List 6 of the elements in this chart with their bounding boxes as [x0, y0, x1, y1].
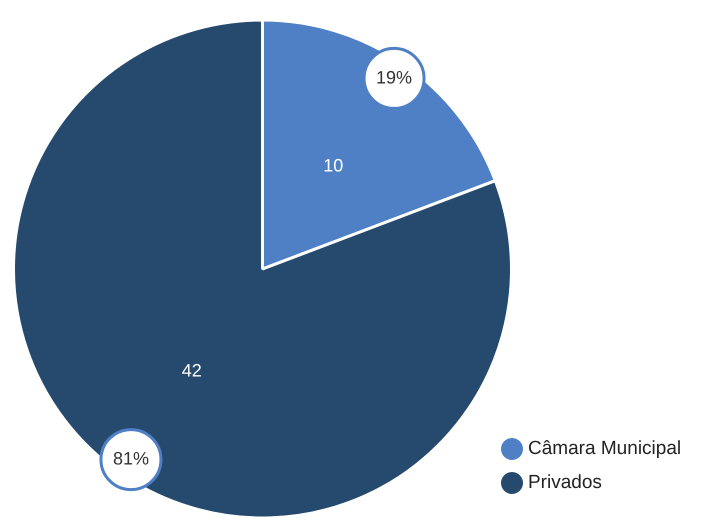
legend-label: Privados [528, 472, 602, 494]
legend-label: Câmara Municipal [528, 438, 682, 460]
data-label: 10 [323, 156, 344, 176]
data-label: 42 [182, 360, 202, 380]
text: 81% [112, 448, 149, 469]
text: 19% [376, 67, 412, 88]
